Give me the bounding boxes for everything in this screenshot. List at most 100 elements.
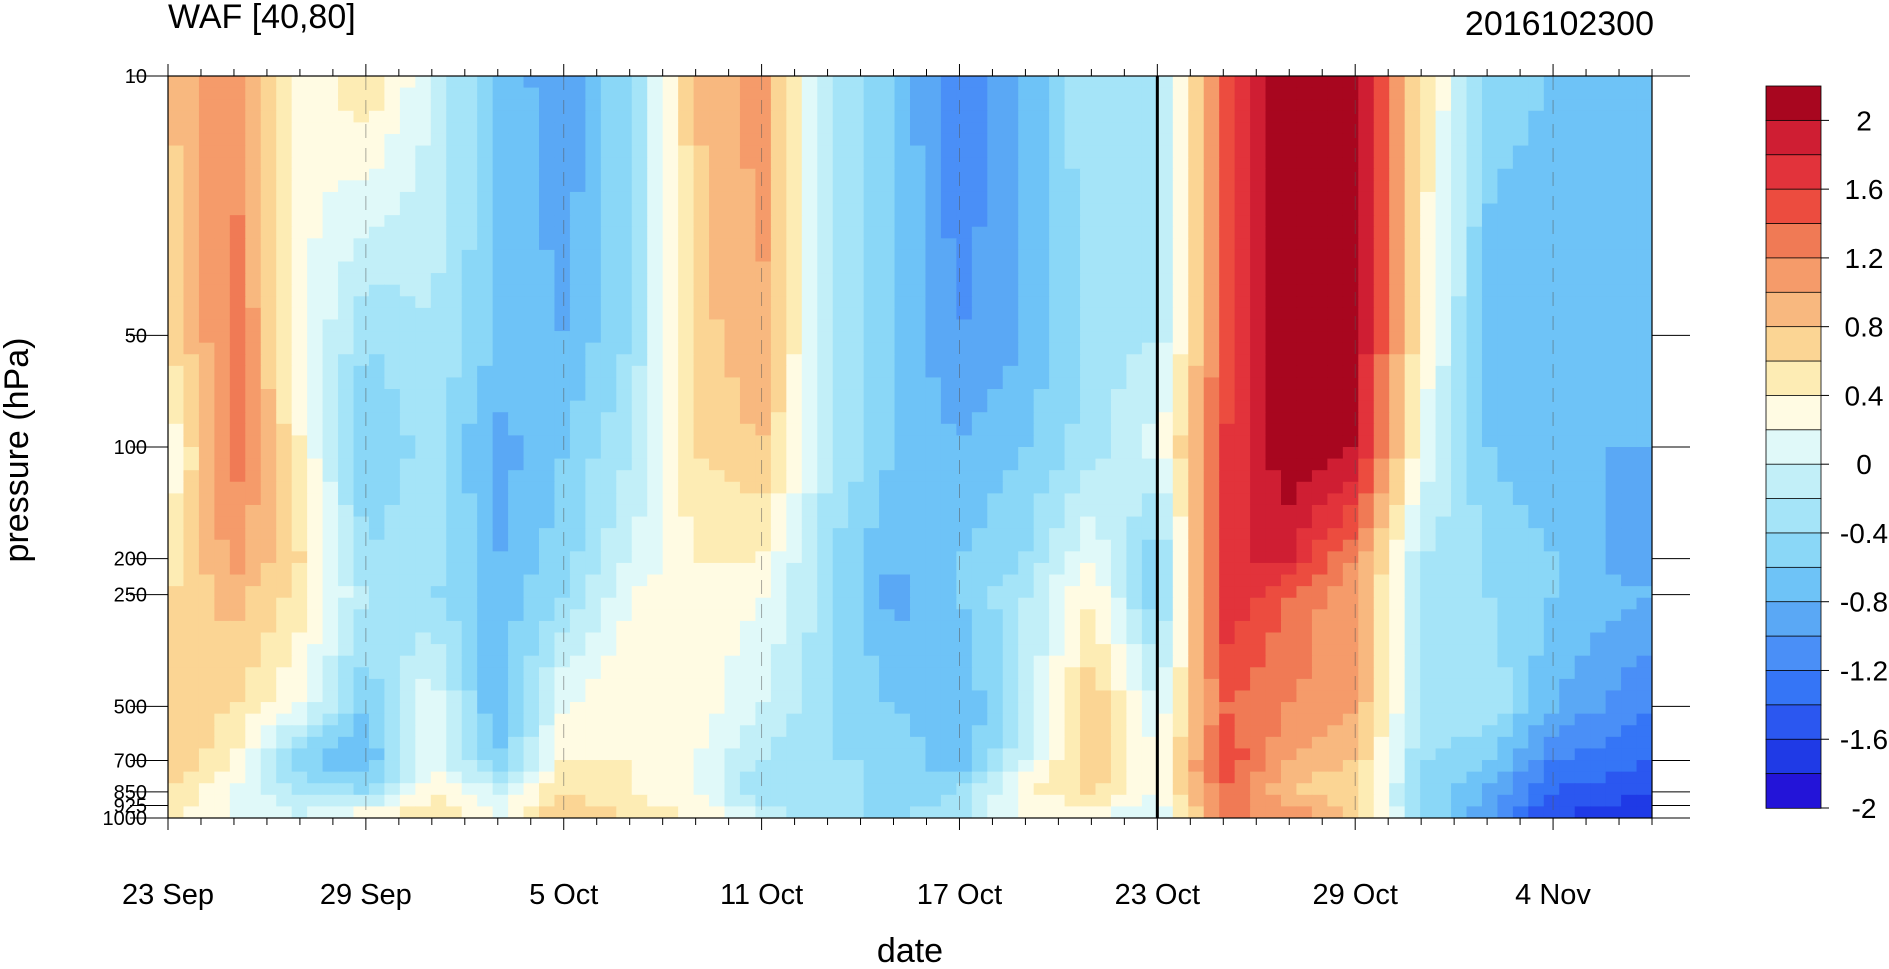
contour-cell — [291, 493, 308, 506]
contour-cell — [1451, 493, 1468, 506]
contour-cell — [338, 76, 355, 89]
contour-cell — [461, 122, 478, 135]
contour-cell — [678, 296, 695, 309]
contour-cell — [307, 307, 324, 321]
contour-cell — [1636, 261, 1652, 274]
contour-cell — [1512, 458, 1529, 471]
contour-cell — [1265, 238, 1282, 251]
contour-cell — [879, 539, 896, 552]
contour-cell — [1559, 342, 1576, 355]
contour-cell — [1590, 122, 1607, 135]
contour-cell — [863, 539, 880, 552]
contour-cell — [1497, 504, 1514, 518]
contour-cell — [1559, 87, 1576, 100]
contour-cell — [1389, 620, 1406, 634]
contour-cell — [1002, 180, 1019, 193]
contour-cell — [1636, 377, 1652, 390]
contour-cell — [1064, 354, 1081, 367]
contour-cell — [739, 377, 757, 390]
contour-cell — [1095, 412, 1112, 425]
contour-cell — [1219, 238, 1236, 251]
contour-cell — [1157, 168, 1174, 181]
contour-cell — [1049, 99, 1066, 112]
contour-cell — [956, 145, 973, 158]
contour-cell — [987, 447, 1004, 460]
contour-cell — [1002, 76, 1019, 89]
contour-cell — [1404, 145, 1421, 158]
contour-cell — [1311, 273, 1328, 286]
contour-cell — [879, 562, 896, 576]
contour-cell — [368, 644, 386, 657]
contour-cell — [1373, 377, 1390, 390]
contour-cell — [1543, 331, 1560, 344]
contour-cell — [1497, 435, 1514, 448]
contour-cell — [1389, 574, 1406, 587]
contour-cell — [1219, 562, 1236, 576]
contour-cell — [786, 389, 803, 402]
contour-cell — [1590, 435, 1607, 448]
contour-cell — [879, 435, 896, 448]
contour-cell — [245, 655, 262, 668]
contour-cell — [554, 574, 571, 587]
contour-cell — [1512, 539, 1529, 552]
contour-cell — [863, 470, 880, 483]
contour-cell — [987, 458, 1004, 471]
contour-cell — [477, 99, 494, 112]
contour-cell — [1373, 447, 1390, 460]
contour-cell — [1002, 481, 1019, 494]
contour-cell — [539, 389, 556, 402]
contour-cell — [1636, 215, 1652, 228]
contour-cell — [1219, 597, 1236, 610]
contour-cell — [1497, 191, 1514, 205]
contour-cell — [461, 99, 478, 112]
contour-cell — [1033, 400, 1050, 413]
contour-cell — [198, 215, 215, 228]
contour-cell — [198, 87, 215, 100]
contour-cell — [1018, 470, 1035, 483]
contour-cell — [183, 435, 200, 448]
contour-cell — [770, 481, 787, 494]
contour-cell — [1481, 99, 1499, 112]
contour-cell — [539, 620, 556, 634]
contour-cell — [647, 99, 664, 112]
contour-cell — [1358, 191, 1375, 205]
contour-cell — [1466, 655, 1483, 668]
contour-cell — [1033, 215, 1050, 228]
contour-cell — [770, 226, 787, 239]
contour-cell — [739, 562, 757, 576]
contour-cell — [1203, 632, 1220, 645]
contour-cell — [1311, 87, 1328, 100]
contour-cell — [739, 470, 757, 483]
contour-cell — [569, 296, 586, 309]
contour-cell — [1574, 574, 1591, 587]
contour-cell — [1420, 238, 1437, 251]
contour-cell — [399, 307, 416, 321]
contour-cell — [1296, 226, 1313, 239]
contour-cell — [539, 574, 556, 587]
contour-cell — [1389, 99, 1406, 112]
contour-cell — [910, 400, 927, 413]
contour-cell — [678, 99, 695, 112]
contour-cell — [1219, 296, 1236, 309]
contour-cell — [1110, 667, 1128, 680]
contour-cell — [1033, 203, 1050, 216]
contour-cell — [956, 389, 973, 402]
contour-cell — [1095, 296, 1112, 309]
contour-cell — [477, 389, 494, 402]
contour-cell — [1574, 655, 1591, 668]
contour-cell — [1188, 609, 1205, 622]
contour-cell — [600, 620, 617, 634]
contour-cell — [276, 412, 293, 425]
contour-cell — [709, 354, 726, 367]
contour-cell — [183, 307, 200, 321]
contour-cell — [1559, 203, 1576, 216]
contour-cell — [770, 551, 787, 564]
contour-cell — [1605, 191, 1622, 205]
contour-cell — [1605, 493, 1622, 506]
contour-cell — [368, 458, 386, 471]
contour-cell — [724, 400, 741, 413]
contour-cell — [1358, 145, 1375, 158]
contour-cell — [709, 249, 726, 263]
contour-cell — [338, 423, 355, 436]
contour-cell — [1296, 597, 1313, 610]
